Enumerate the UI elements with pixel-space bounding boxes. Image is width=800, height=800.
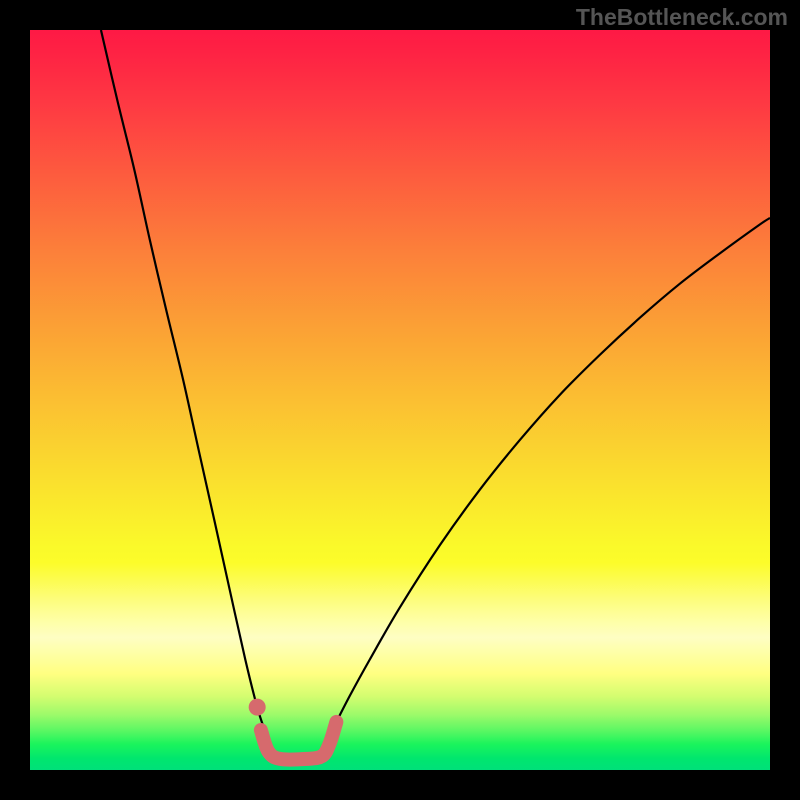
watermark-text: TheBottleneck.com xyxy=(576,4,788,31)
chart-container: TheBottleneck.com xyxy=(0,0,800,800)
plot-area xyxy=(30,30,770,770)
bottleneck-chart xyxy=(0,0,800,800)
trough-marker-dot xyxy=(249,699,266,716)
